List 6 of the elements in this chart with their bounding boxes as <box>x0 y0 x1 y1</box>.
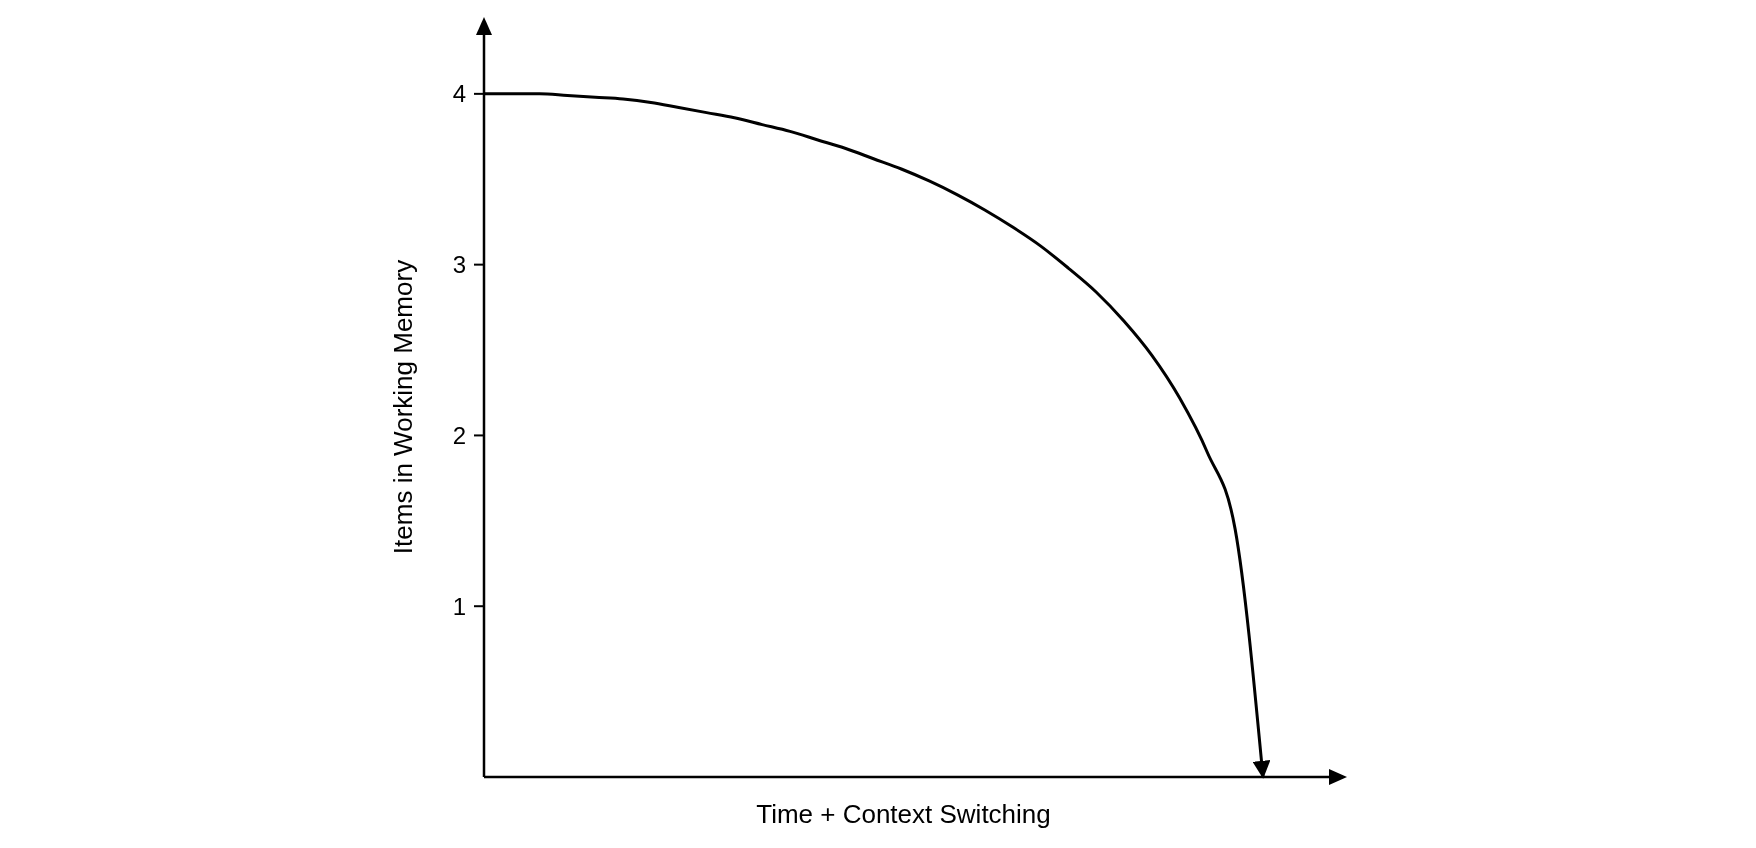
y-tick-label: 2 <box>452 421 466 449</box>
y-tick-label: 3 <box>452 251 466 279</box>
y-axis-title: Items in Working Memory <box>388 259 418 555</box>
x-axis-title: Time + Context Switching <box>756 799 1051 829</box>
y-tick-label: 4 <box>452 80 466 108</box>
y-tick-label: 1 <box>452 592 466 620</box>
